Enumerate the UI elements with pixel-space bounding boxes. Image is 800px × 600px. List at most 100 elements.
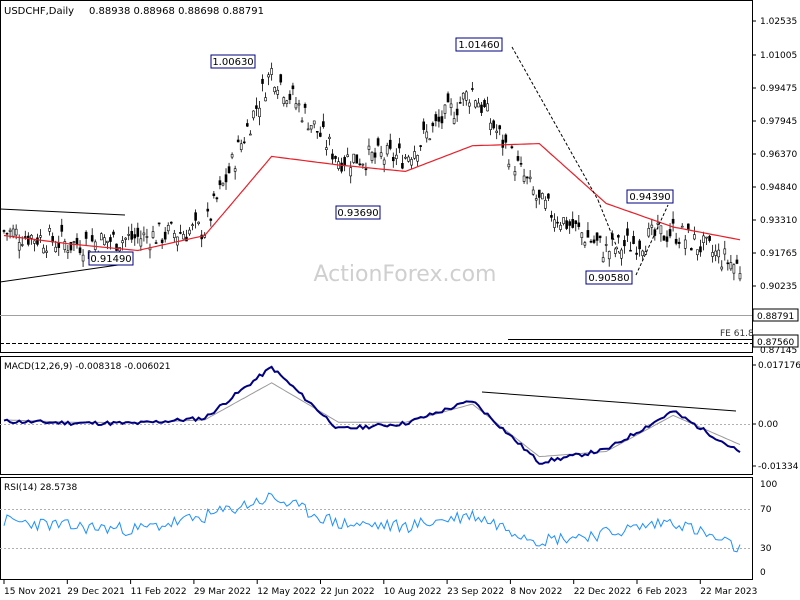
candle-body [623,240,626,247]
candle-body [632,236,635,244]
candle-body [635,252,638,255]
fe-label: FE 61.8 [720,329,754,339]
candle-body [318,132,322,137]
candle-body [690,248,693,251]
candle-body [388,139,392,149]
candle-body [395,154,398,159]
candle-body [735,259,739,264]
svg-text:1.00630: 1.00630 [212,57,253,68]
candle-body [537,189,541,198]
candle-body [349,167,353,177]
svg-text:0.87145: 0.87145 [760,346,797,356]
svg-text:0.91765: 0.91765 [760,249,797,259]
candle-body [215,197,219,200]
candle-body [647,228,651,237]
candle-body [309,125,313,130]
svg-text:0.017176: 0.017176 [758,361,800,371]
candle-body [595,232,599,241]
candle-body [261,78,264,84]
candle-body [732,264,736,274]
candle-body [373,152,377,158]
candle-body [495,130,498,133]
candle-body [294,103,298,109]
candle-body [106,240,109,243]
dashed-projection-3 [635,204,669,276]
candle-body [255,105,258,109]
date-axis: 15 Nov 2021 29 Dec 2021 11 Feb 2022 29 Mar … [3,580,757,597]
candle-body [693,234,696,240]
candle-body [54,246,58,253]
candle-body [291,85,295,90]
candle-body [191,224,194,227]
symbol-label: USDCHF,Daily [4,6,74,17]
candle-body [461,92,465,100]
candle-body [273,87,276,93]
candle-series [2,62,742,282]
candle-body [550,215,553,218]
candle-body [124,237,127,240]
candle-body [629,249,632,252]
candle-body [264,97,267,102]
candle-body [544,199,547,209]
svg-text:0.93690: 0.93690 [337,208,378,219]
candle-body [431,122,435,127]
candle-body [574,220,578,225]
candle-body [443,104,447,114]
candle-body [674,238,678,244]
candle-body [306,128,310,131]
candle-body [355,154,359,164]
candle-body [577,222,581,227]
candle-body [11,228,15,237]
candle-body [361,163,365,166]
svg-text:0.90235: 0.90235 [760,282,797,292]
candle-body [407,156,410,162]
candle-body [42,247,45,254]
candle-body [553,219,556,228]
candle-body [598,235,602,239]
date-label: 23 Sep 2022 [447,587,504,597]
date-label: 11 Feb 2022 [131,587,187,597]
candle-body [90,235,94,242]
candle-body [589,240,593,243]
candle-body [133,234,137,239]
date-label: 22 Mar 2023 [700,587,757,597]
candle-body [379,152,383,157]
rsi-panel [0,477,753,580]
candle-body [312,120,316,125]
candle-body [614,248,617,254]
candle-body [325,147,328,150]
candle-body [434,114,438,122]
candle-body [601,257,605,263]
candle-body [504,134,508,143]
price-panel [0,0,753,353]
macd-trendline [481,391,737,412]
svg-text:100: 100 [760,480,777,490]
candle-body [446,93,450,103]
candle-body [218,180,222,186]
candle-body [498,125,502,130]
candle-body [20,244,24,246]
candle-body [227,166,231,174]
candle-body [166,225,170,232]
candle-body [699,246,702,253]
candle-body [224,174,228,183]
candle-body [708,235,711,241]
candle-body [14,228,18,236]
candle-body [285,100,289,105]
candle-body [173,233,176,238]
candle-body [242,141,246,144]
candle-body [413,151,416,159]
candle-body [720,266,724,270]
candle-body [385,145,389,155]
date-label: 6 Feb 2023 [637,587,687,597]
candle-body [246,123,249,127]
candle-body [607,251,611,260]
candle-body [680,225,684,228]
candle-body [580,232,584,238]
candle-body [130,231,134,240]
candle-body [100,233,103,241]
svg-text:1.01005: 1.01005 [760,51,797,61]
candle-body [510,146,514,149]
candle-body [145,236,149,238]
